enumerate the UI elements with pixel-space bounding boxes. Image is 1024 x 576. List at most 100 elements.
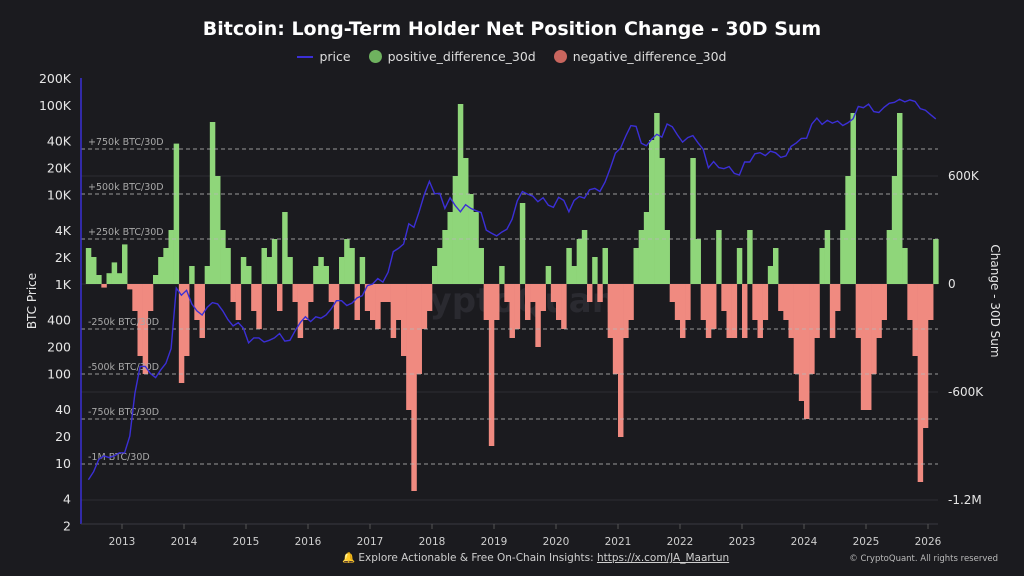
negative-bar [757, 284, 763, 338]
negative-bar [230, 284, 236, 302]
negative-bar [550, 284, 557, 302]
negative-bar [876, 284, 882, 338]
positive-bar [545, 266, 552, 284]
positive-bar [96, 275, 102, 284]
x-tick-label: 2018 [419, 536, 446, 548]
positive-bar [592, 257, 598, 284]
negative-bar [375, 284, 381, 329]
negative-bar [333, 284, 340, 329]
positive-bar [313, 266, 319, 284]
left-tick-label: 400 [47, 313, 71, 328]
negative-bar [855, 284, 862, 338]
negative-bar [814, 284, 820, 338]
positive-bar [499, 266, 505, 284]
right-tick-label: -600K [948, 385, 984, 399]
negative-bar [101, 284, 107, 288]
negative-bar [685, 284, 691, 320]
positive-bar [576, 239, 583, 284]
left-tick-label: 200 [47, 340, 71, 355]
legend-item-price[interactable]: price [297, 49, 351, 64]
negative-bar [798, 284, 805, 401]
reference-label: +250k BTC/30D [88, 227, 164, 238]
bell-icon: 🔔 [342, 552, 356, 564]
negative-bar [308, 284, 314, 302]
positive-bar [897, 113, 903, 284]
left-tick-label: 2K [55, 250, 72, 265]
positive-bar [266, 257, 273, 284]
positive-bar [468, 194, 474, 284]
negative-bar [762, 284, 769, 320]
negative-bar [607, 284, 614, 338]
positive-bar [824, 230, 831, 284]
positive-bar [173, 143, 180, 284]
positive-bar [773, 248, 779, 284]
positive-bar [566, 248, 572, 284]
negative-bar [829, 284, 836, 338]
positive-bar [111, 262, 118, 284]
negative-bar [132, 284, 138, 311]
positive-bar [452, 176, 459, 284]
positive-bar [318, 257, 324, 284]
positive-bar [261, 248, 267, 284]
positive-bar [349, 248, 355, 284]
positive-bar [478, 248, 484, 284]
negative-bar [370, 284, 376, 320]
reference-label: -750k BTC/30D [88, 407, 159, 418]
positive-bar [246, 266, 252, 284]
x-tick-label: 2025 [853, 536, 880, 548]
left-tick-label: 4 [63, 492, 71, 507]
negative-bar [731, 284, 738, 338]
left-tick-label: 100 [47, 367, 71, 382]
positive-bar [633, 248, 639, 284]
reference-label: -500k BTC/30D [88, 362, 159, 373]
negative-bar [618, 284, 624, 437]
positive-bar [116, 273, 123, 284]
positive-bar [664, 230, 670, 284]
x-tick-label: 2013 [109, 536, 136, 548]
legend-item-positive[interactable]: positive_difference_30d [368, 49, 536, 64]
negative-bar [597, 284, 603, 302]
positive-bar [204, 266, 211, 284]
negative-bar [184, 284, 190, 356]
negative-bar [540, 284, 546, 311]
x-tick-label: 2019 [481, 536, 508, 548]
x-tick-label: 2014 [171, 536, 198, 548]
positive-bar [747, 230, 753, 284]
positive-bar [902, 248, 908, 284]
negative-bar [881, 284, 887, 320]
positive-bar [442, 230, 448, 284]
positive-bar [473, 212, 479, 284]
negative-bar [669, 284, 676, 302]
positive-bar [643, 212, 650, 284]
legend-item-negative[interactable]: negative_difference_30d [553, 49, 727, 64]
positive-bar [168, 230, 174, 284]
negative-bar [411, 284, 417, 491]
negative-bar [711, 284, 717, 329]
left-tick-label: 10 [55, 456, 71, 471]
positive-bar [271, 239, 278, 284]
positive-bar [845, 176, 851, 284]
negative-bar [752, 284, 758, 320]
negative-bar [127, 284, 133, 290]
negative-bar [385, 284, 391, 302]
positive-bar [891, 176, 898, 284]
right-tick-label: -1.2M [948, 493, 982, 507]
negative-bar [199, 284, 205, 338]
x-tick-label: 2015 [233, 536, 260, 548]
negative-bar [328, 284, 335, 302]
negative-bar [912, 284, 918, 356]
legend-label: price [319, 49, 351, 64]
positive-bar [106, 273, 112, 284]
legend-label: negative_difference_30d [572, 49, 727, 64]
negative-bar [674, 284, 681, 320]
positive-bar [85, 248, 92, 284]
negative-bar [556, 284, 562, 320]
positive-bar [240, 257, 247, 284]
positive-bar [282, 212, 288, 284]
footer-link[interactable]: https://x.com/JA_Maartun [596, 552, 730, 564]
negative-bar [297, 284, 304, 338]
left-axis-title: BTC Price [25, 273, 39, 329]
negative-bar [251, 284, 257, 311]
negative-bar [623, 284, 629, 338]
negative-swatch [553, 50, 567, 63]
